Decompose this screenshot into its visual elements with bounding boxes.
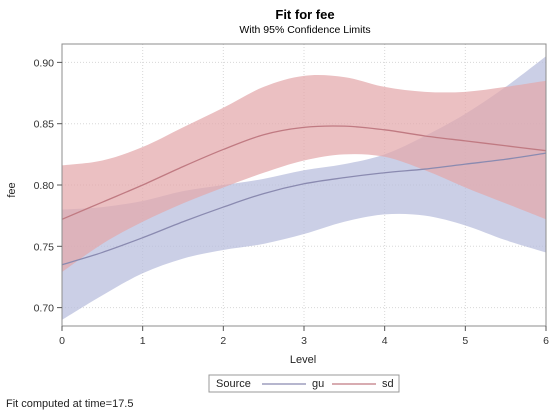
confidence-band-sd — [62, 75, 546, 273]
x-axis-label: Level — [290, 354, 316, 366]
fit-lines — [61, 125, 547, 266]
x-tick-label: 4 — [382, 335, 388, 347]
legend-label-gu: gu — [312, 378, 324, 390]
chart-title: Fit for fee — [275, 7, 334, 22]
confidence-bands — [62, 56, 546, 320]
x-tick-label: 2 — [220, 335, 226, 347]
footnote: Fit computed at time=17.5 — [6, 398, 134, 410]
legend-title: Source — [216, 378, 251, 390]
legend-label-sd: sd — [382, 378, 394, 390]
x-tick-label: 3 — [301, 335, 307, 347]
y-axis: 0.70 0.75 0.80 0.85 0.90 — [34, 57, 62, 315]
x-tick-label: 1 — [140, 335, 146, 347]
y-tick-label: 0.75 — [34, 241, 55, 253]
fit-line-gu — [61, 152, 547, 266]
x-tick-label: 6 — [543, 335, 549, 347]
x-tick-label: 0 — [59, 335, 65, 347]
y-axis-label: fee — [6, 182, 18, 197]
chart-subtitle: With 95% Confidence Limits — [239, 24, 370, 36]
fit-line-sd — [61, 125, 547, 220]
y-tick-label: 0.70 — [34, 303, 55, 315]
x-tick-label: 5 — [462, 335, 468, 347]
legend: Source gu sd — [208, 374, 400, 393]
confidence-band-gu — [62, 56, 546, 320]
y-tick-label: 0.80 — [34, 180, 55, 192]
y-tick-label: 0.90 — [34, 57, 55, 69]
x-axis: 0 1 2 3 4 5 6 — [59, 326, 549, 347]
y-tick-label: 0.85 — [34, 119, 55, 131]
